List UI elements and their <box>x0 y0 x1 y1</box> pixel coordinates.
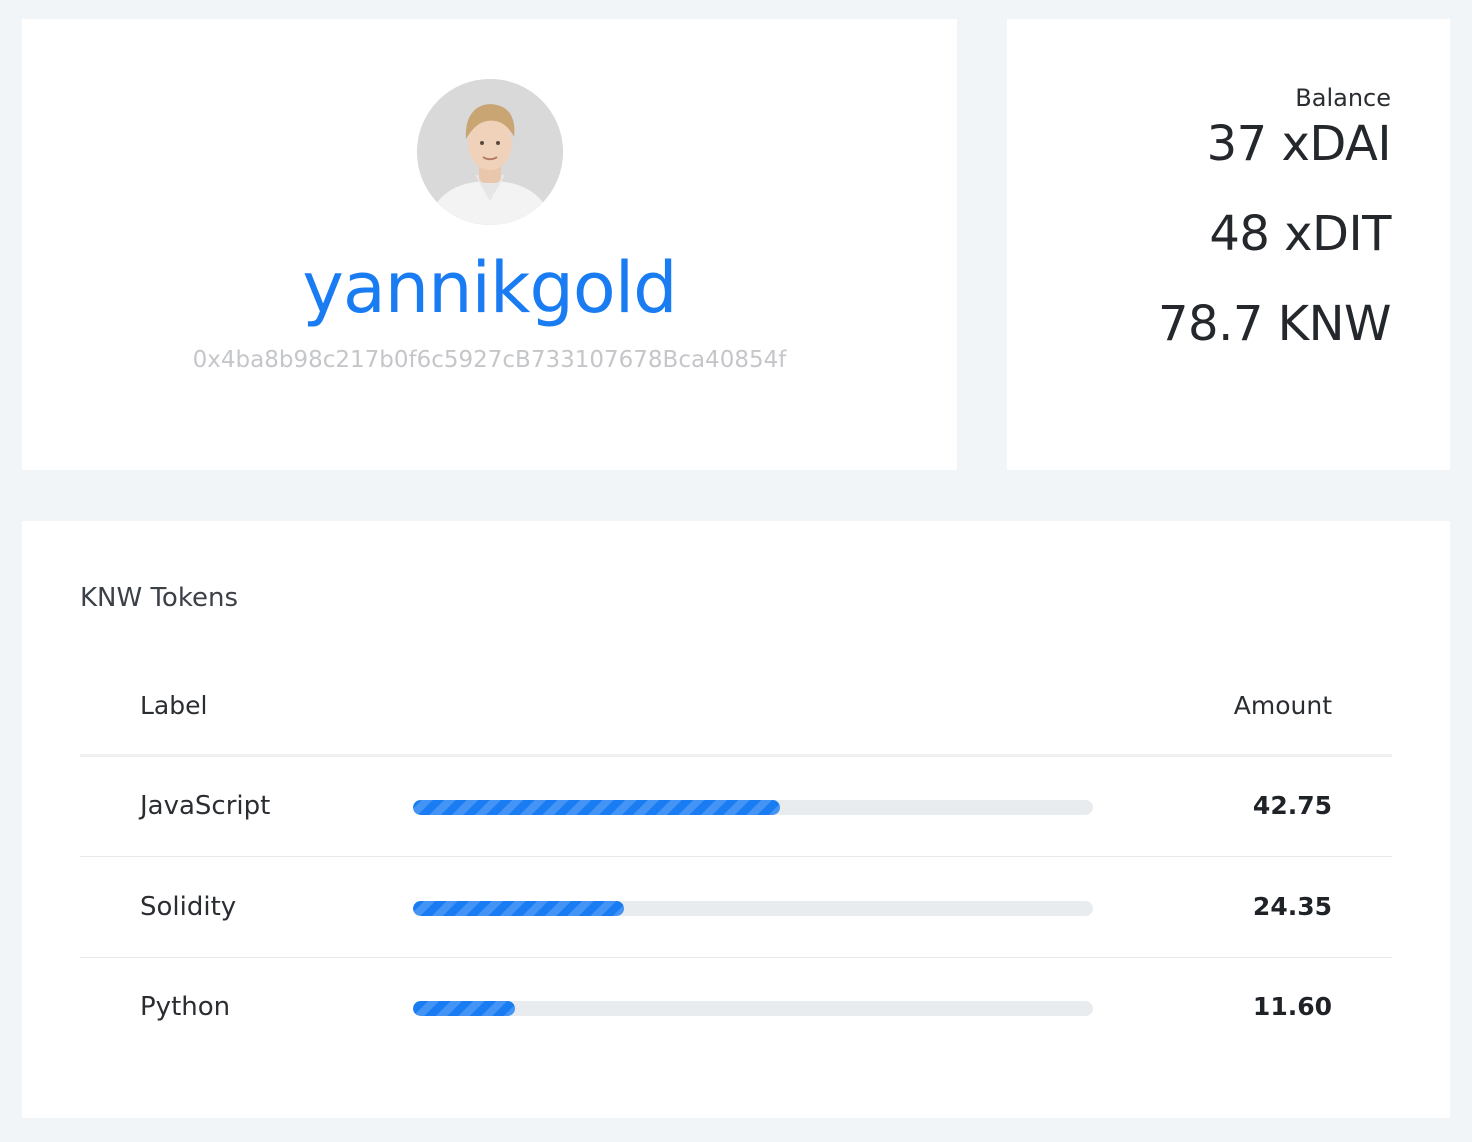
progress-fill <box>413 901 624 916</box>
balance-knw: 78.7 KNW <box>1158 296 1391 352</box>
header-divider <box>80 754 1392 757</box>
progress-bar <box>413 800 1093 815</box>
token-amount: 11.60 <box>1252 992 1332 1021</box>
section-title: KNW Tokens <box>80 583 238 613</box>
progress-fill <box>413 1001 515 1016</box>
balance-xdai: 37 xDAI <box>1206 116 1392 172</box>
column-header-amount: Amount <box>1233 691 1332 720</box>
column-header-label: Label <box>140 691 208 720</box>
token-label: Solidity <box>140 892 237 922</box>
avatar <box>417 79 563 225</box>
table-row: Python 11.60 <box>80 958 1392 1058</box>
progress-fill <box>413 800 781 815</box>
table-row: JavaScript 42.75 <box>80 757 1392 857</box>
username: yannikgold <box>302 247 677 329</box>
row-divider <box>80 957 1392 958</box>
token-amount: 42.75 <box>1252 791 1332 820</box>
wallet-address: 0x4ba8b98c217b0f6c5927cB733107678Bca4085… <box>192 347 787 373</box>
progress-bar <box>413 901 1093 916</box>
token-label: Python <box>140 992 231 1022</box>
balance-card: Balance 37 xDAI 48 xDIT 78.7 KNW <box>1007 19 1450 470</box>
token-amount: 24.35 <box>1252 892 1332 921</box>
balance-label: Balance <box>1295 84 1391 112</box>
row-divider <box>80 856 1392 857</box>
knw-tokens-card: KNW Tokens Label Amount JavaScript 42.75… <box>22 521 1450 1118</box>
avatar-photo-icon <box>417 79 563 225</box>
progress-bar <box>413 1001 1093 1016</box>
table-row: Solidity 24.35 <box>80 858 1392 958</box>
token-label: JavaScript <box>140 791 271 821</box>
balance-xdit: 48 xDIT <box>1209 206 1391 262</box>
profile-card: yannikgold 0x4ba8b98c217b0f6c5927cB73310… <box>22 19 957 470</box>
